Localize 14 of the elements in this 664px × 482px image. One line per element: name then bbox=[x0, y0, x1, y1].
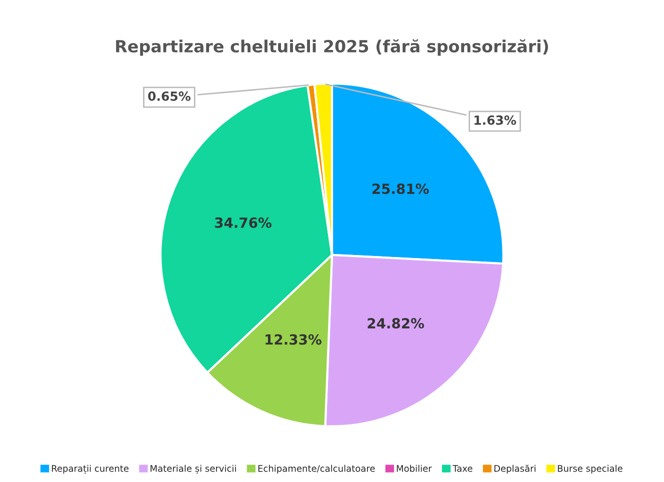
legend-label: Reparații curente bbox=[52, 464, 129, 474]
data-label: 1.63% bbox=[474, 115, 516, 125]
legend-label: Echipamente/calculatoare bbox=[258, 464, 375, 474]
data-label: 0.65% bbox=[148, 91, 190, 101]
data-label: 25.81% bbox=[372, 184, 429, 194]
legend-label: Deplasări bbox=[494, 464, 536, 474]
data-label: 12.33% bbox=[266, 334, 322, 345]
legend-label: Materiale și servicii bbox=[150, 464, 236, 474]
legend-label: Burse speciale bbox=[558, 464, 622, 474]
chart-title: Repartizare cheltuieli 2025 (fără sponsorizări) bbox=[116, 39, 548, 56]
legend-label: Taxe bbox=[452, 465, 472, 472]
data-label: 24.82% bbox=[368, 318, 424, 329]
data-label: 34.76% bbox=[215, 217, 272, 228]
legend-label: Mobilier bbox=[396, 464, 432, 472]
